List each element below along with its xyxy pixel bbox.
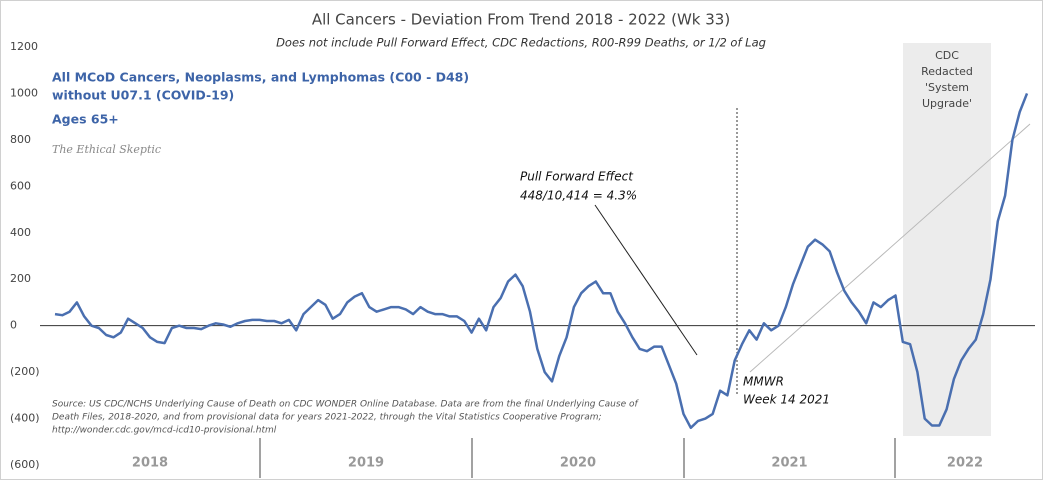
y-tick-label: 1200 <box>10 40 38 53</box>
y-tick-label: 0 <box>10 319 17 332</box>
source: Source: US CDC/NCHS Underlying Cause of … <box>52 400 639 410</box>
x-category-label: 2019 <box>348 456 384 471</box>
y-tick-label: (600) <box>10 458 40 471</box>
x-category-label: 2018 <box>132 456 168 471</box>
watermark: The Ethical Skeptic <box>52 143 161 156</box>
y-tick-label: 1000 <box>10 86 38 99</box>
y-tick-label: (200) <box>10 365 40 378</box>
y-tick-label: 600 <box>10 179 31 192</box>
y-tick-label: (400) <box>10 412 40 425</box>
annotation: 448/10,414 = 4.3% <box>520 189 637 203</box>
band-label: 'System <box>925 81 969 94</box>
annotation: MMWR <box>743 375 784 389</box>
annotation: Pull Forward Effect <box>520 170 634 184</box>
y-tick-label: 800 <box>10 133 31 146</box>
y-tick-label: 400 <box>10 226 31 239</box>
x-category-label: 2022 <box>947 456 983 471</box>
band-label: Redacted <box>921 65 973 78</box>
chart-subtitle: Does not include Pull Forward Effect, CD… <box>276 36 766 50</box>
annotation-pointer <box>594 204 698 356</box>
y-tick-label: 200 <box>10 272 31 285</box>
series-label-2: without U07.1 (COVID-19) <box>52 88 234 103</box>
series-label: All MCoD Cancers, Neoplasms, and Lymphom… <box>52 70 469 85</box>
source: Death Files, 2018-2020, and from provisi… <box>52 413 602 423</box>
source: http://wonder.cdc.gov/mcd-icd10-provisio… <box>52 426 277 436</box>
annotation: Week 14 2021 <box>743 393 830 407</box>
band-label: Upgrade' <box>922 97 972 110</box>
data-line <box>54 92 1029 430</box>
x-category-label: 2021 <box>771 456 807 471</box>
chart-title: All Cancers - Deviation From Trend 2018 … <box>312 11 730 29</box>
age-label: Ages 65+ <box>52 112 119 127</box>
x-category-label: 2020 <box>560 456 596 471</box>
band-label: CDC <box>935 49 959 62</box>
trend-line <box>749 123 1031 373</box>
